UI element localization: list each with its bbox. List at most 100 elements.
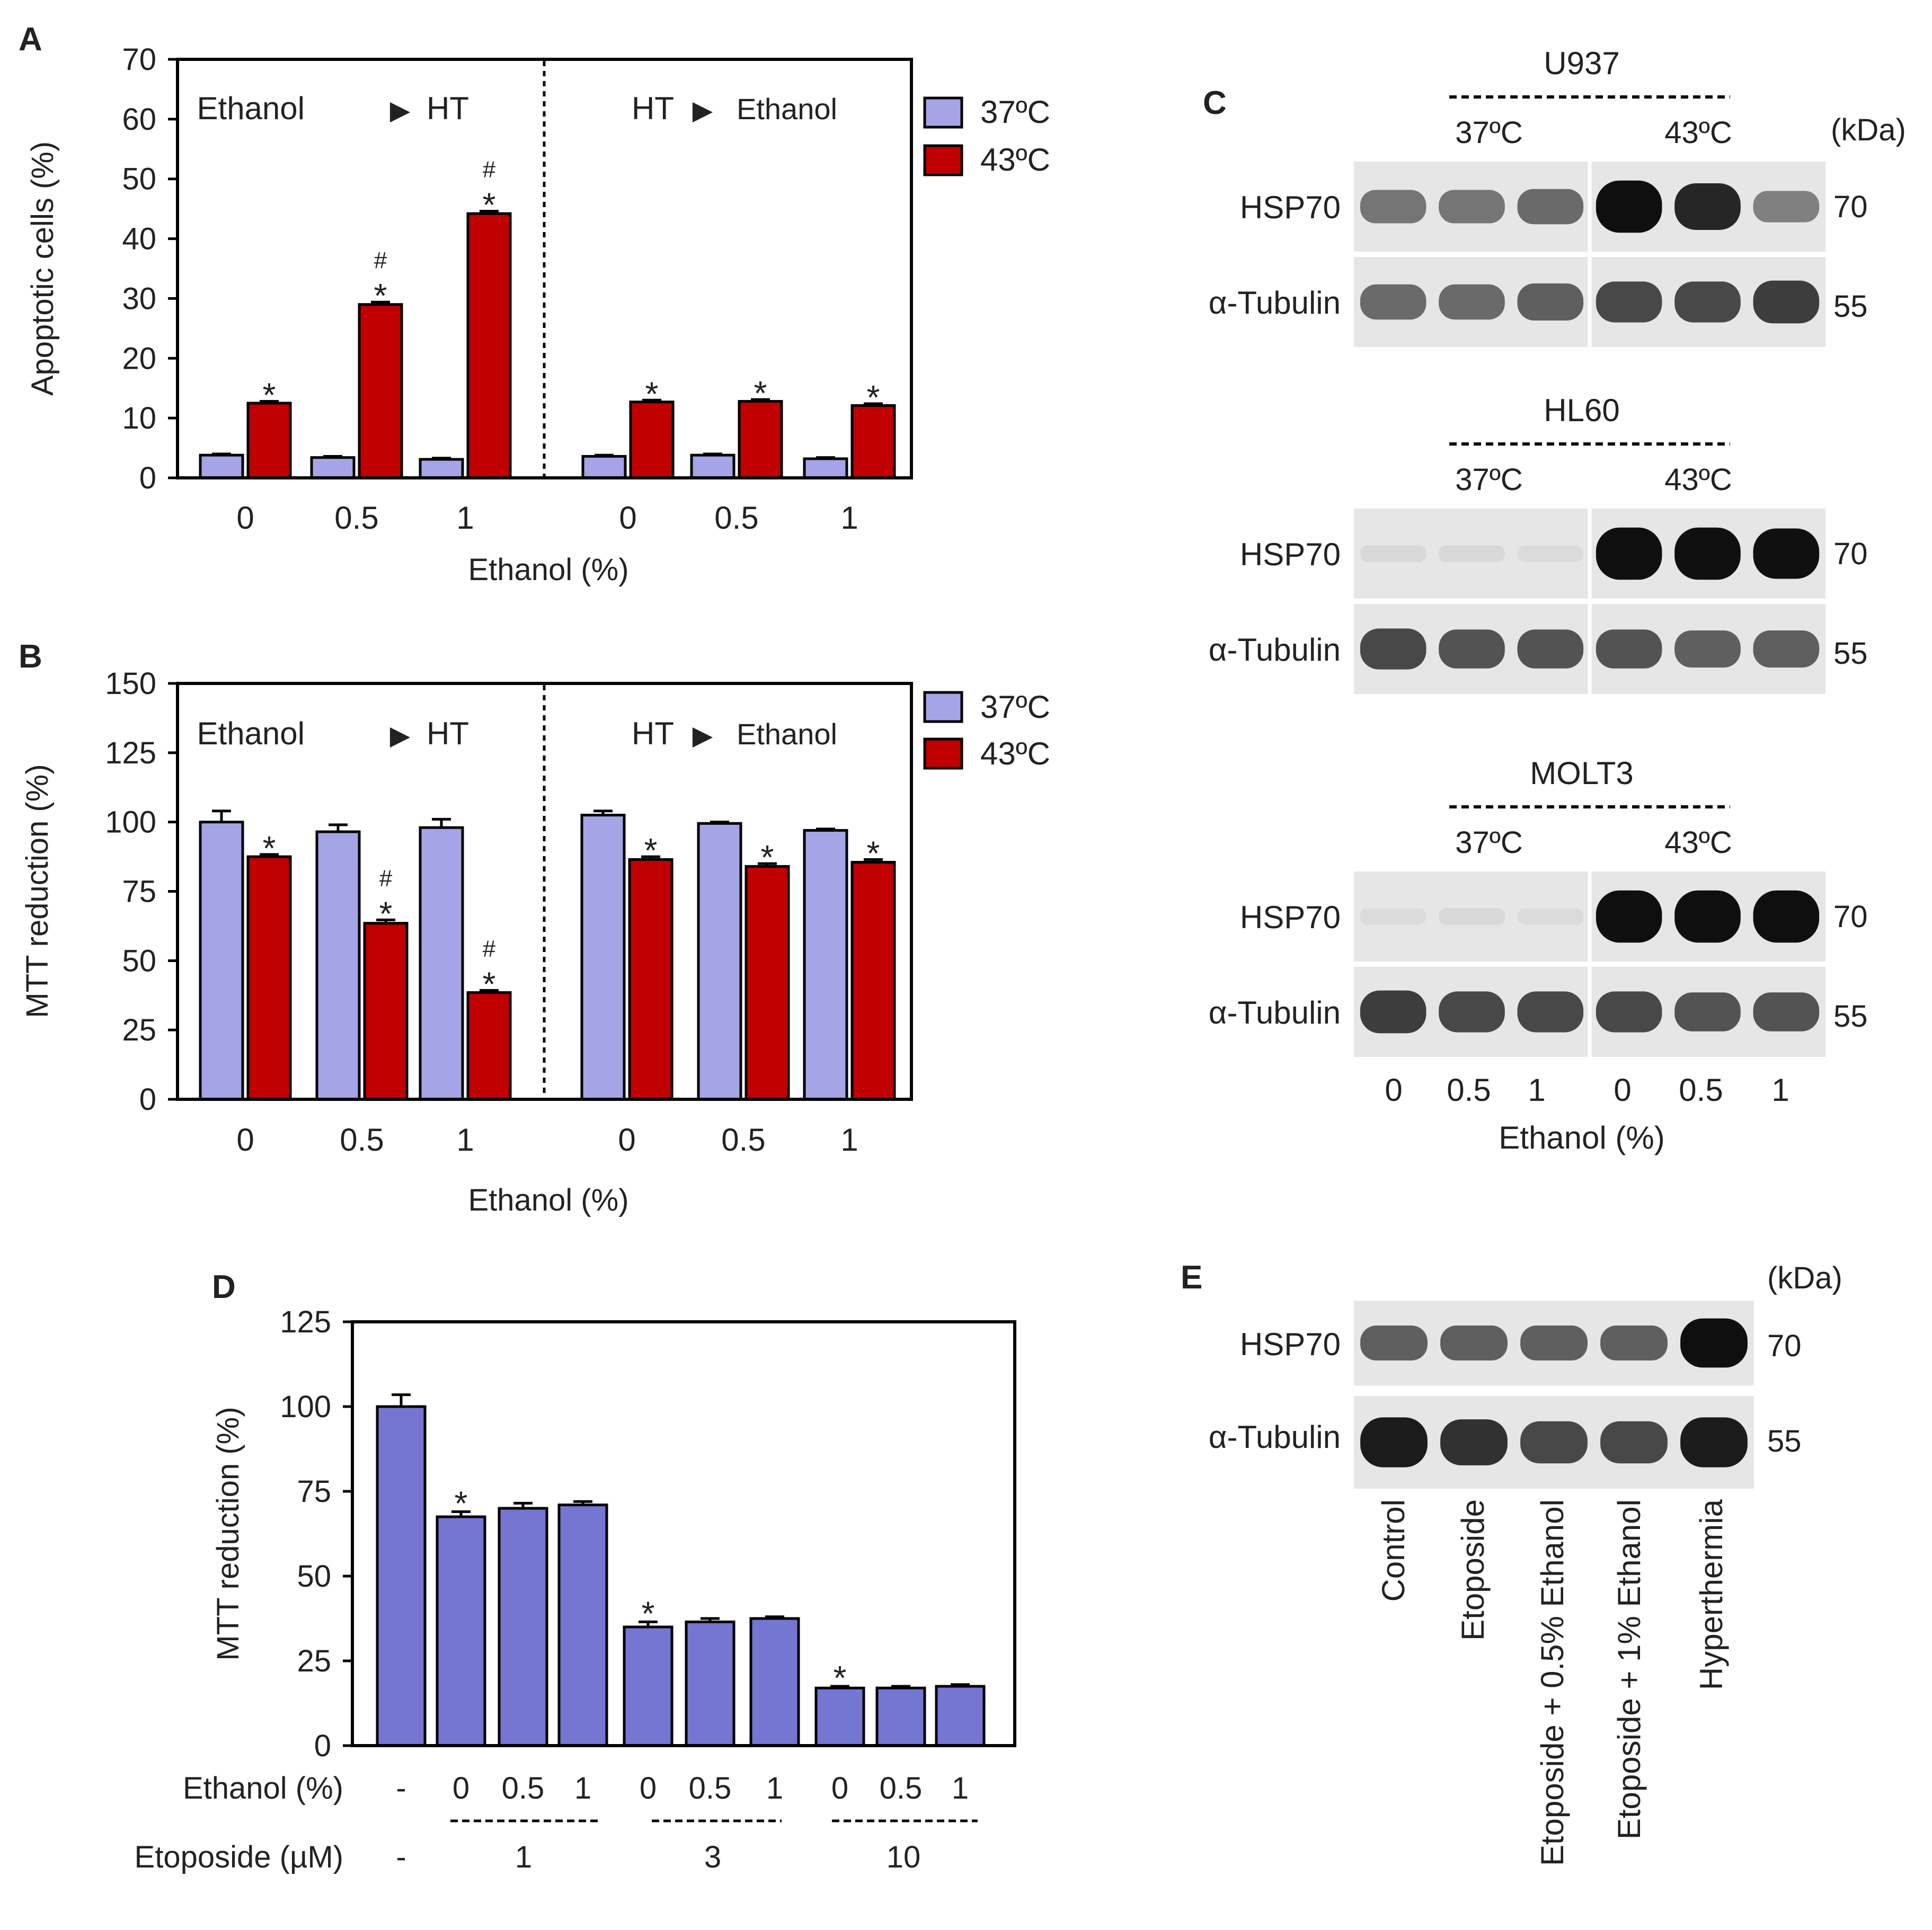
legend-a-swatch-37 [923,96,963,129]
d-ethanol-label: - [396,1771,406,1806]
A-sig-star: * [374,277,387,315]
panel-e: E (kDa) HSP70 α-Tubulin 70 55 Control Etoposi… [1181,1259,1842,1866]
B-xtick-label: 1 [840,1122,858,1158]
B-bar-37 [199,821,244,1101]
panel-c-lane-2: 1 [1528,1072,1545,1108]
panel-c-row-tubulin: α-Tubulin [1209,285,1341,321]
d-ytick-label: 125 [280,1305,331,1339]
d-bar [749,1617,800,1747]
B-bar-37 [580,814,626,1101]
d-ytick-label: 100 [280,1390,331,1424]
d-etoposide-label: 3 [704,1840,721,1874]
panel-c-row-hsp70: HSP70 [1240,537,1341,572]
A-sig-hash: # [374,247,387,273]
legend-b-label-37: 37ºC [980,689,1050,725]
A-xtick-label: 0 [619,500,636,536]
panel-d-frame [351,1320,1016,1747]
legend-b-swatch-37 [923,691,963,723]
panel-c-row-hsp70: HSP70 [1240,190,1341,225]
d-ethanol-label: 0.5 [502,1771,545,1806]
d-etoposide-label: - [396,1840,406,1874]
panel-c-tubulin-band [1360,284,1426,320]
panel-e-kda: (kDa) [1767,1261,1842,1295]
panel-d-etoposide-row-label: Etoposide (µM) [135,1840,343,1874]
panel-a-ylabel: Apoptotic cells (%) [25,141,60,396]
panel-e-tubulin-band [1600,1421,1668,1464]
B-sig-star: * [379,894,393,932]
panel-c-hsp70-band [1753,528,1820,579]
B-sig-star: * [867,834,880,872]
panel-e-hsp70-band [1360,1326,1428,1360]
A-bar-37 [199,453,244,479]
panel-c-hsp70-band [1360,190,1426,224]
panel-c-mw-55: 55 [1833,636,1868,671]
legend-a-label-43: 43ºC [980,142,1050,177]
A-ytick-label: 0 [139,461,156,495]
A-sig-star: * [483,186,496,224]
A-ytick-label: 50 [122,162,156,197]
A-bar-43 [246,402,292,479]
panel-a-sec1-arrow-icon: ▶ [390,95,411,125]
panel-e-hsp70-band [1680,1318,1748,1368]
B-xtick-label: 0.5 [340,1122,384,1158]
B-xtick-label: 0 [236,1122,254,1158]
B-xtick-label: 0.5 [721,1122,765,1158]
panel-c-hsp70-band [1439,545,1505,562]
panel-d-letter: D [212,1269,236,1305]
panel-b-sec1-arrow-icon: ▶ [390,721,411,750]
A-ytick-label: 60 [122,102,156,137]
d-ethanol-label: 0 [453,1771,469,1806]
legend-b-swatch-43 [923,737,963,770]
panel-a-xlabel: Ethanol (%) [468,553,628,587]
panel-c-kda: (kDa) [1831,113,1906,147]
panel-a-sec1-left: Ethanol [197,91,305,126]
d-ytick-label: 25 [297,1644,331,1678]
B-bar-43 [466,991,512,1101]
panel-c-xlabel: Ethanol (%) [1499,1120,1664,1155]
panel-c-tubulin-band [1674,992,1741,1031]
A-bar-37 [419,458,464,479]
B-bar-37 [419,826,464,1101]
panel-a-legend: 37ºC 43ºC [923,94,1050,177]
B-sig-star: * [644,831,658,869]
panel-c-hsp70-band [1596,180,1662,233]
panel-c-row-tubulin: α-Tubulin [1209,632,1341,668]
panel-c-tubulin-band [1360,628,1426,670]
B-ytick-label: 125 [105,736,156,770]
panel-c-tubulin-band [1753,630,1820,668]
legend-b-label-43: 43ºC [980,736,1050,771]
panel-e-lane-label: Etoposide + 1% Ethanol [1611,1499,1647,1839]
panel-c-cell-name: U937 [1544,46,1619,81]
panel-c-tubulin-band [1439,991,1505,1033]
panel-e-row-tubulin: α-Tubulin [1209,1419,1341,1455]
panel-a-letter: A [19,21,42,58]
panel-c-hsp70-band [1674,527,1741,580]
B-ytick-label: 0 [139,1082,156,1117]
panel-c-mw-70: 70 [1833,190,1868,224]
panel-c-hsp70-band [1360,545,1426,562]
panel-c-hsp70-band [1753,191,1820,223]
B-sig-star: * [483,965,496,1003]
B-ytick-label: 100 [105,805,156,840]
panel-e-mw-70: 70 [1767,1329,1802,1363]
panel-c-tubulin-band [1753,992,1820,1031]
d-ethanol-label: 1 [952,1771,969,1806]
A-xtick-label: 0 [236,500,254,536]
d-sig-star: * [834,1659,847,1697]
d-ethanol-label: 0 [831,1771,848,1806]
panel-c-hsp70-band [1360,908,1426,925]
panel-c-lane-0: 0 [1385,1072,1402,1108]
panel-e-row-hsp70: HSP70 [1240,1327,1341,1362]
panel-c-row-hsp70: HSP70 [1240,900,1341,935]
A-bar-37 [803,457,848,479]
panel-c-tubulin-band [1360,990,1426,1034]
panel-c-hsp70-band [1439,908,1505,925]
panel-c-temp-37: 37ºC [1455,825,1523,860]
d-bar [557,1504,608,1747]
legend-a-swatch-43 [923,144,963,176]
A-xtick-label: 1 [456,500,474,536]
A-xtick-label: 0.5 [334,500,378,536]
d-ethanol-label: 0 [640,1771,657,1806]
B-bar-43 [363,922,409,1101]
